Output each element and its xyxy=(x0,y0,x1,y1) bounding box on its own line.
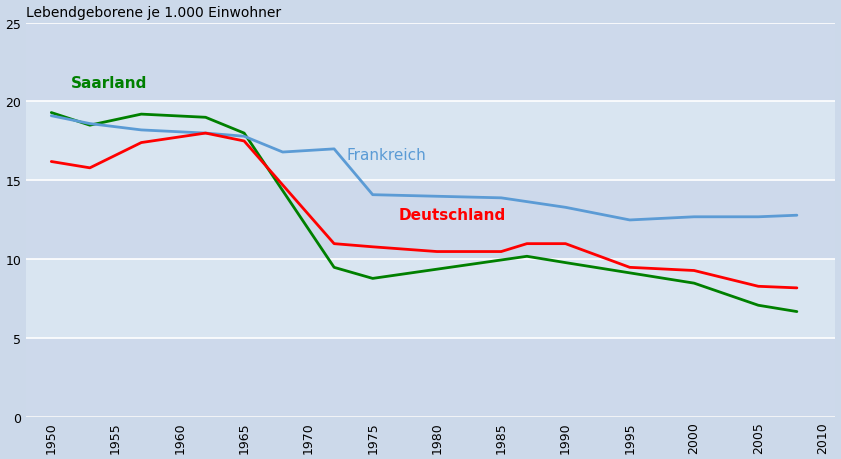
Text: Frankreich: Frankreich xyxy=(347,147,426,162)
Text: Saarland: Saarland xyxy=(71,76,147,91)
Bar xyxy=(25,339,835,418)
Bar xyxy=(25,260,835,339)
Bar xyxy=(25,23,835,102)
Bar xyxy=(25,102,835,181)
Text: Lebendgeborene je 1.000 Einwohner: Lebendgeborene je 1.000 Einwohner xyxy=(25,6,281,20)
Bar xyxy=(25,181,835,260)
Text: Deutschland: Deutschland xyxy=(399,207,505,222)
